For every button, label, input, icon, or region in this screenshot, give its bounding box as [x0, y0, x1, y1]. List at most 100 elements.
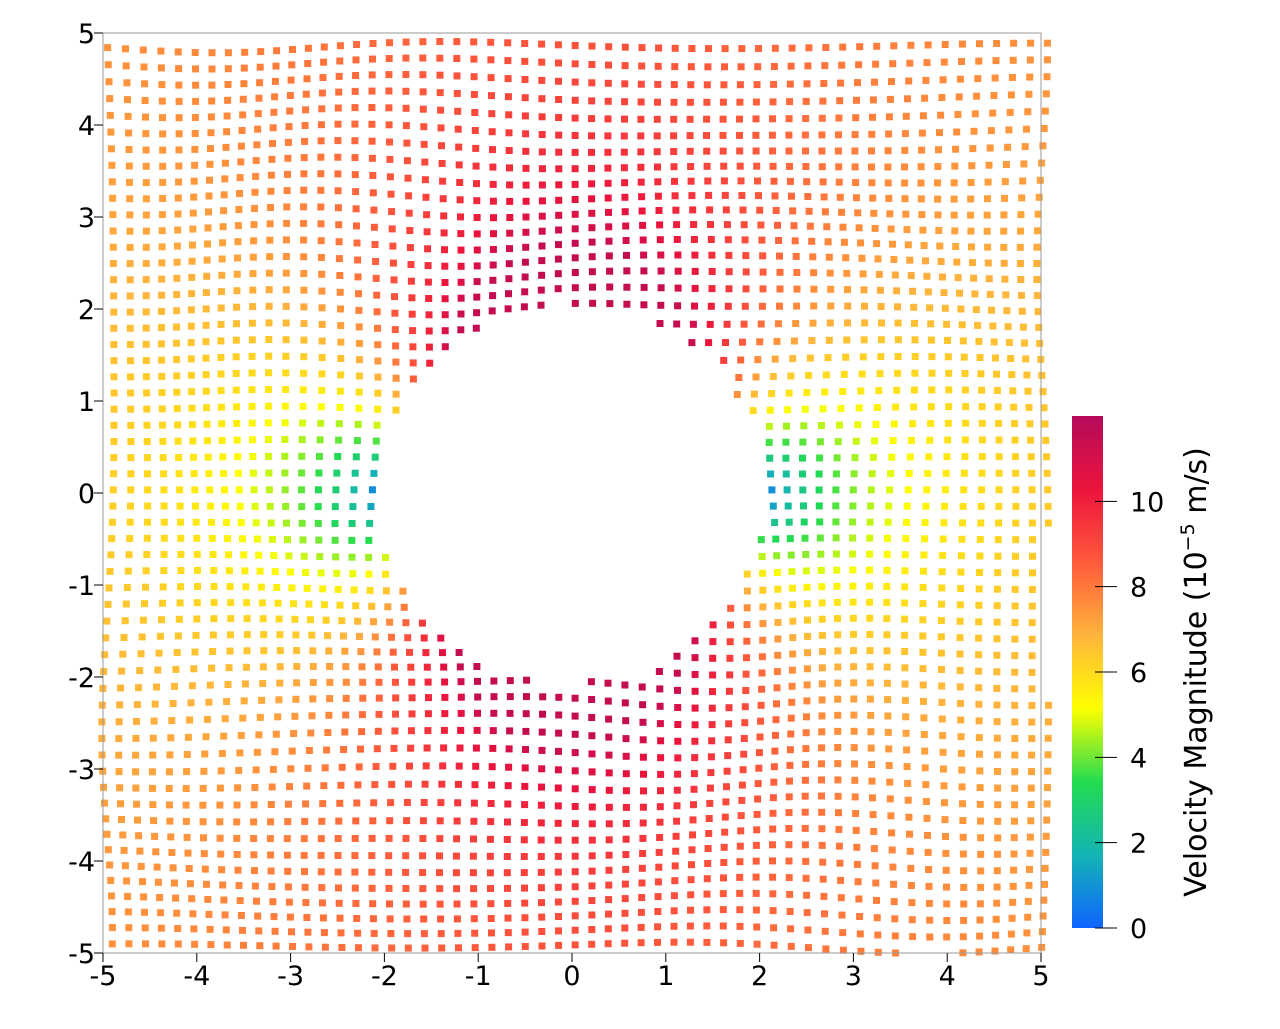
- scatter-point: [452, 852, 460, 860]
- scatter-point: [355, 323, 363, 331]
- scatter-point: [1033, 243, 1041, 251]
- scatter-point: [861, 319, 869, 327]
- scatter-point: [438, 944, 446, 952]
- scatter-point: [368, 104, 376, 111]
- scatter-point: [158, 81, 166, 89]
- scatter-point: [1028, 635, 1036, 643]
- scatter-point: [838, 208, 846, 216]
- scatter-point: [110, 405, 118, 413]
- scatter-point: [588, 867, 596, 875]
- scatter-point: [803, 665, 811, 673]
- scatter-point: [803, 178, 811, 186]
- scatter-point: [554, 41, 562, 49]
- scatter-point: [125, 924, 133, 932]
- scatter-point: [234, 784, 242, 792]
- scatter-point: [736, 906, 744, 914]
- scatter-point: [816, 534, 824, 542]
- scatter-point: [469, 869, 477, 877]
- scatter-point: [251, 867, 258, 875]
- scatter-point: [107, 876, 115, 884]
- scatter-point: [869, 453, 877, 461]
- scatter-point: [709, 671, 717, 679]
- scatter-point: [457, 310, 465, 318]
- scatter-point: [470, 38, 478, 46]
- colorbar-tick-label: 6: [1130, 658, 1147, 689]
- scatter-point: [894, 319, 902, 327]
- scatter-point: [703, 875, 711, 883]
- scatter-point: [674, 704, 682, 711]
- scatter-point: [522, 746, 529, 753]
- scatter-point: [453, 55, 461, 62]
- scatter-point: [1001, 178, 1009, 186]
- scatter-point: [957, 568, 965, 576]
- scatter-point: [855, 224, 863, 232]
- scatter-point: [941, 486, 949, 494]
- scatter-point: [123, 79, 131, 87]
- scatter-point: [1000, 227, 1008, 235]
- scatter-point: [207, 129, 215, 137]
- scatter-point: [126, 227, 134, 235]
- scatter-point: [173, 242, 181, 250]
- scatter-point: [207, 145, 214, 152]
- scatter-point: [424, 262, 432, 270]
- scatter-point: [688, 339, 696, 347]
- scatter-point: [233, 801, 241, 809]
- scatter-point: [159, 130, 167, 138]
- scatter-point: [854, 209, 862, 217]
- scatter-point: [318, 105, 326, 113]
- scatter-point: [673, 786, 681, 794]
- scatter-point: [176, 599, 184, 607]
- scatter-point: [264, 402, 272, 410]
- scatter-point: [189, 209, 197, 217]
- scatter-point: [457, 278, 465, 286]
- scatter-point: [959, 800, 966, 808]
- scatter-point: [787, 942, 795, 950]
- scatter-point: [800, 502, 807, 510]
- scatter-point: [673, 802, 681, 810]
- scatter-point: [386, 618, 394, 626]
- scatter-point: [571, 299, 579, 307]
- scatter-point: [267, 801, 275, 808]
- scatter-point: [385, 104, 393, 112]
- scatter-point: [538, 928, 546, 935]
- scatter-point: [236, 897, 244, 905]
- scatter-point: [390, 276, 398, 284]
- scatter-point: [199, 818, 207, 826]
- scatter-point: [894, 369, 902, 377]
- scatter-point: [1021, 143, 1029, 151]
- scatter-point: [1022, 355, 1030, 363]
- scatter-point: [487, 800, 495, 807]
- scatter-point: [656, 803, 664, 811]
- scatter-point: [282, 336, 290, 344]
- scatter-point: [818, 114, 826, 122]
- scatter-point: [638, 193, 646, 201]
- scatter-point: [208, 81, 216, 89]
- scatter-point: [352, 817, 360, 825]
- scatter-point: [183, 768, 191, 776]
- scatter-point: [903, 226, 911, 234]
- scatter-point: [374, 663, 382, 671]
- scatter-point: [107, 128, 115, 136]
- scatter-point: [816, 454, 824, 462]
- scatter-point: [173, 339, 180, 347]
- scatter-point: [790, 337, 798, 345]
- scatter-point: [975, 337, 983, 345]
- scatter-point: [654, 192, 662, 200]
- scatter-point: [317, 137, 325, 145]
- scatter-point: [110, 292, 118, 300]
- scatter-point: [333, 469, 341, 477]
- scatter-point: [908, 899, 916, 907]
- scatter-point: [300, 186, 308, 194]
- scatter-point: [894, 353, 902, 360]
- scatter-point: [471, 944, 479, 952]
- scatter-point: [940, 58, 948, 66]
- scatter-point: [348, 536, 356, 544]
- scatter-point: [283, 236, 290, 244]
- scatter-point: [766, 454, 774, 462]
- scatter-point: [722, 798, 730, 806]
- scatter-point: [300, 353, 308, 361]
- scatter-point: [252, 519, 260, 527]
- scatter-point: [755, 764, 763, 772]
- scatter-point: [325, 711, 333, 719]
